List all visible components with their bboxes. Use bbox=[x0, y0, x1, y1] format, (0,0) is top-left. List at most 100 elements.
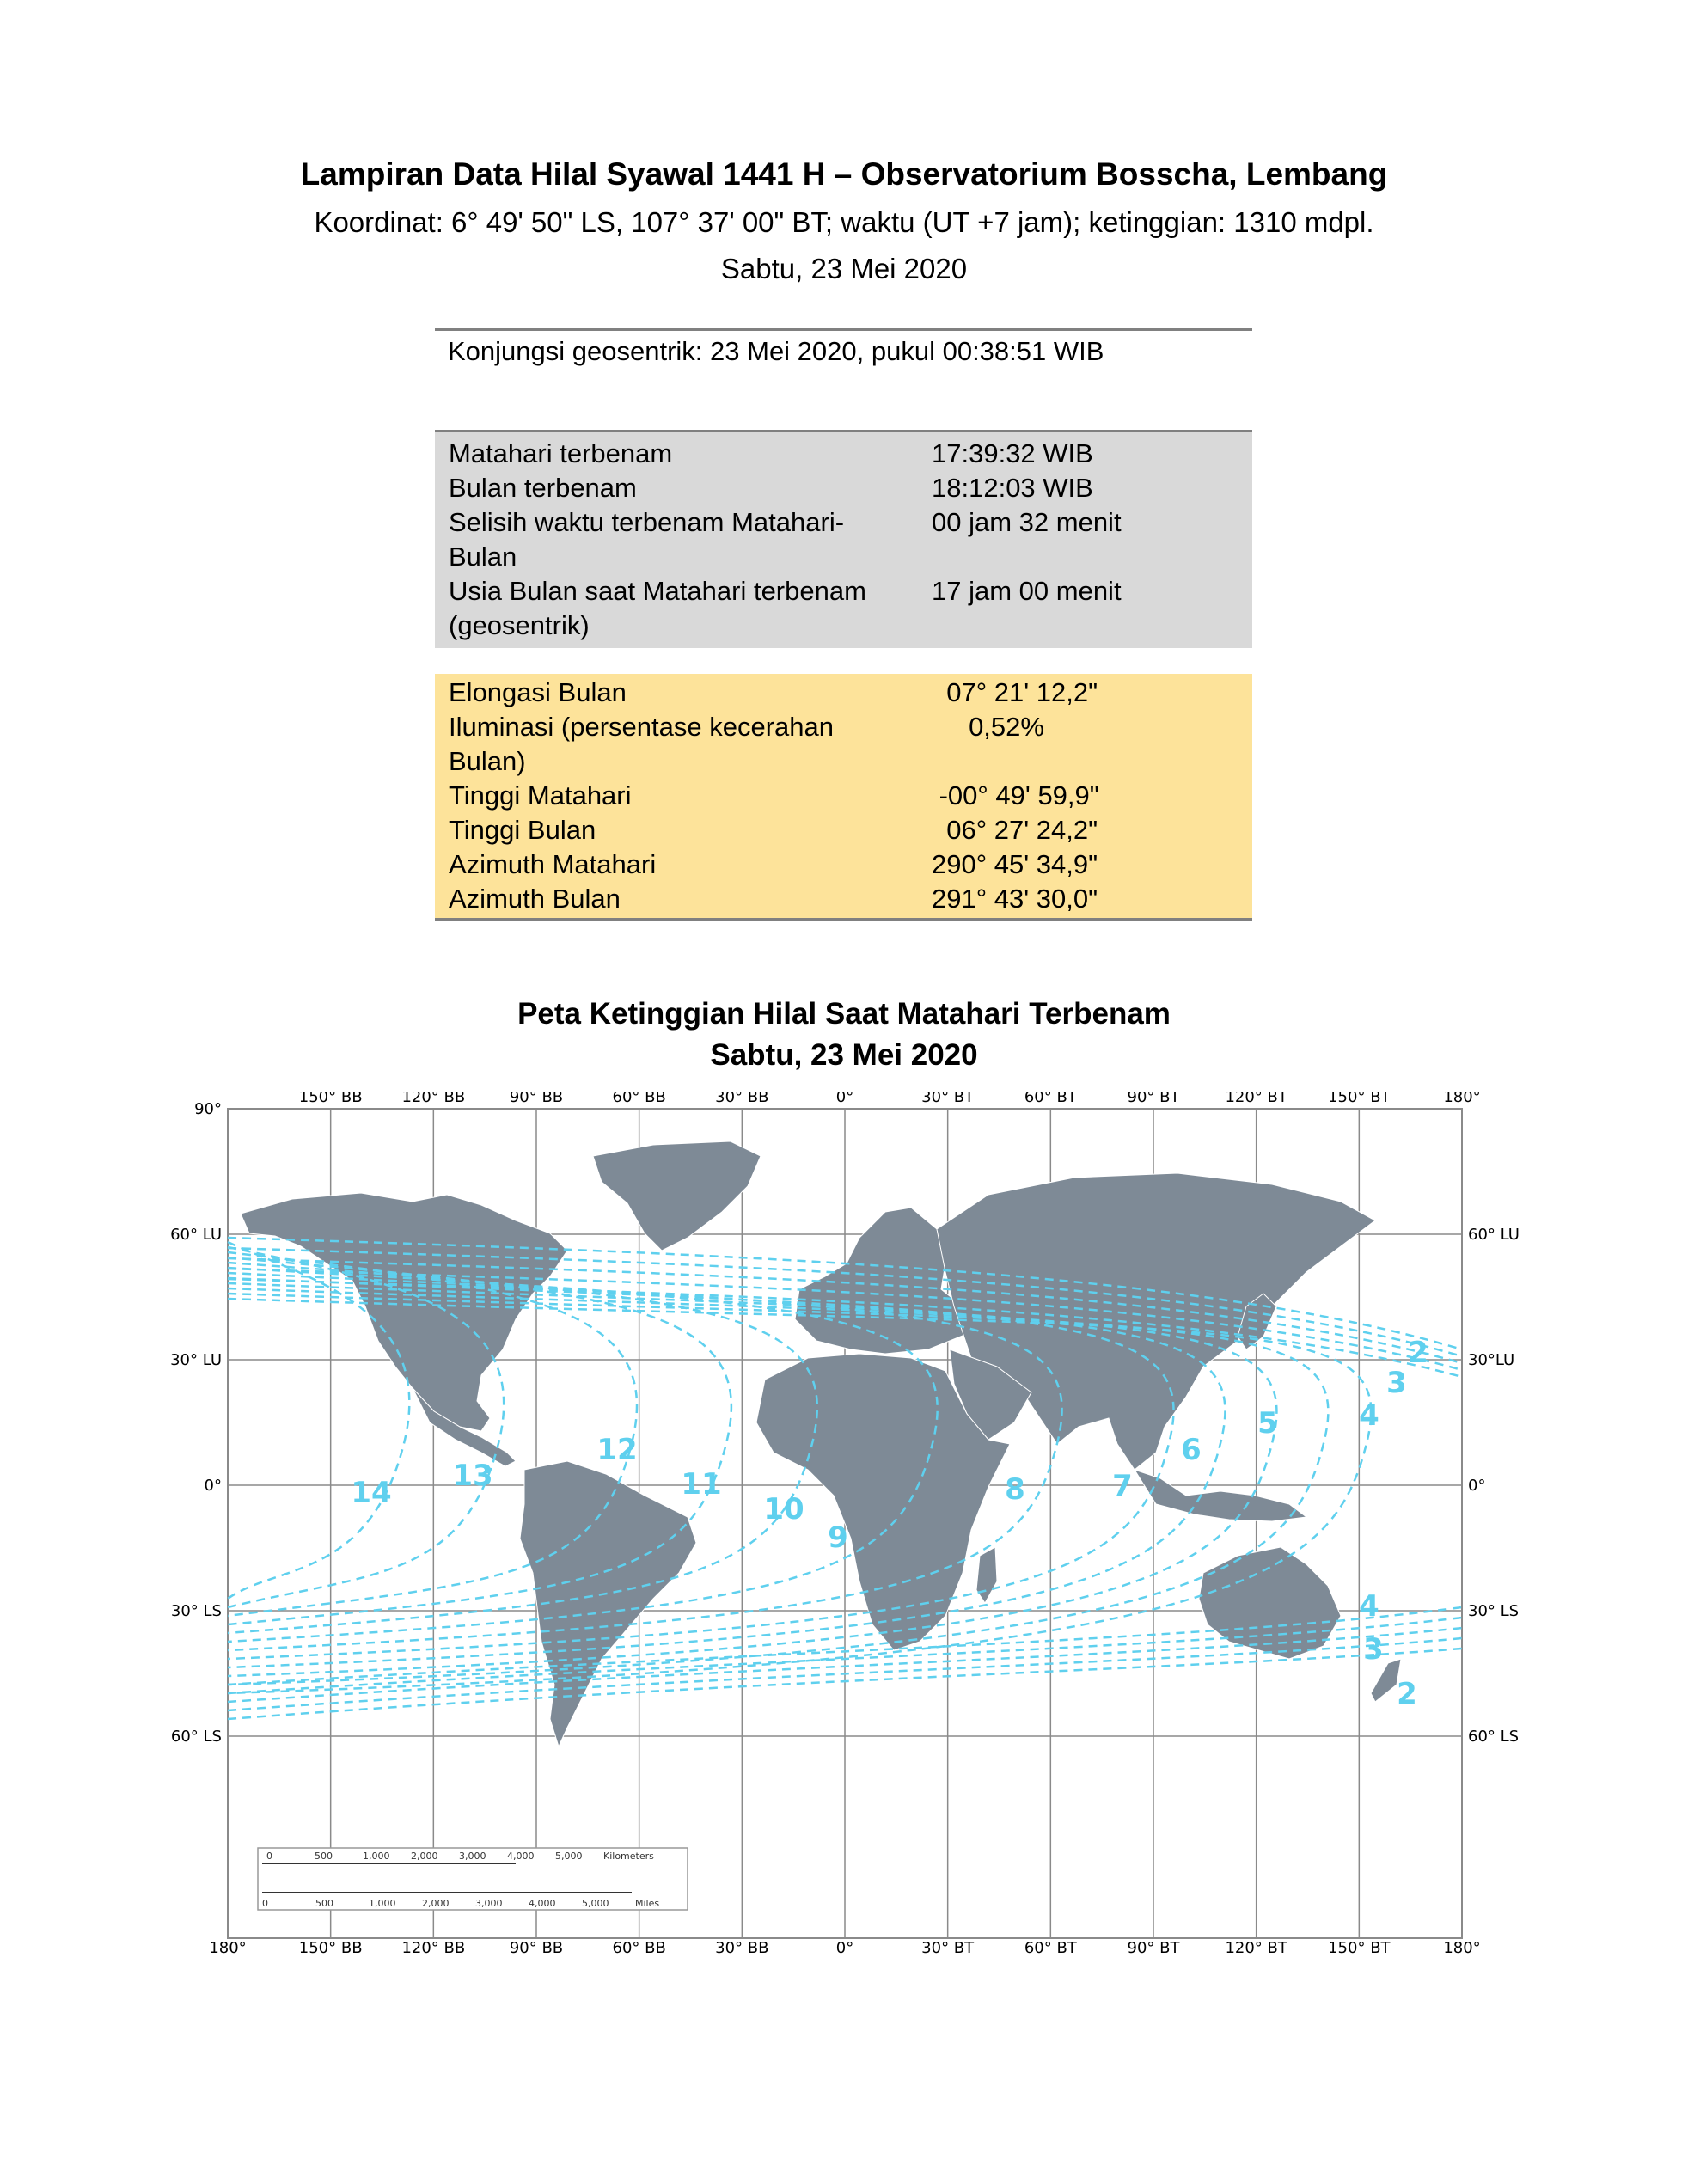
top-axis-label: 60° BB bbox=[613, 1092, 666, 1106]
top-axis-label: 180° bbox=[1443, 1092, 1480, 1106]
altitude-contour bbox=[227, 1282, 1226, 1669]
row-value: -00° 49' 59,9" bbox=[932, 780, 1099, 811]
bottom-axis-label: 150° BB bbox=[299, 1939, 363, 1957]
row-label: Tinggi Bulan bbox=[449, 815, 596, 845]
altitude-contour bbox=[227, 1236, 1463, 1351]
left-axis-label: 30° LS bbox=[171, 1602, 222, 1620]
left-axis-label: 0° bbox=[205, 1477, 222, 1495]
row-label: Bulan terbenam bbox=[449, 473, 637, 503]
contour-label: 6 bbox=[1181, 1433, 1202, 1467]
top-axis-label: 30° BB bbox=[715, 1092, 768, 1106]
altitude-contour bbox=[227, 1276, 1175, 1661]
contour-label: 11 bbox=[681, 1467, 721, 1502]
altitude-contour bbox=[227, 1287, 1278, 1678]
contour-label: 2 bbox=[1408, 1336, 1428, 1370]
scale-km-label: 500 bbox=[315, 1851, 333, 1862]
new-zealand bbox=[1370, 1658, 1402, 1703]
row-value: 290° 45' 34,9" bbox=[932, 849, 1098, 879]
altitude-contour bbox=[227, 1257, 1463, 1365]
bottom-axis-label: 90° BT bbox=[1128, 1939, 1181, 1957]
conjunction-text: Konjungsi geosentrik: 23 Mei 2020, pukul… bbox=[448, 336, 1104, 366]
row-value: 17 jam 00 menit bbox=[932, 576, 1122, 606]
table-row: Iluminasi (persentase kecerahan Bulan) 0… bbox=[435, 710, 1252, 779]
right-axis-label: 0° bbox=[1468, 1477, 1485, 1495]
contour-label: 14 bbox=[351, 1476, 391, 1510]
altitude-contour bbox=[227, 1266, 939, 1643]
madagascar bbox=[975, 1546, 998, 1604]
row-label: Usia Bulan saat Matahari terbenam (geose… bbox=[449, 576, 866, 640]
south-america bbox=[519, 1460, 697, 1748]
map-title: Peta Ketinggian Hilal Saat Matahari Terb… bbox=[517, 997, 1171, 1031]
altitude-contour bbox=[227, 1261, 819, 1635]
row-label: Elongasi Bulan bbox=[449, 677, 627, 707]
altitude-contour bbox=[227, 1240, 411, 1600]
landmasses bbox=[240, 1141, 1402, 1748]
table-row: Azimuth Matahari 290° 45' 34,9" bbox=[435, 847, 1252, 882]
altitude-contours bbox=[227, 1236, 1463, 1721]
australia bbox=[1198, 1546, 1342, 1660]
scale-bar-frame bbox=[257, 1847, 688, 1911]
bottom-axis-label: 90° BB bbox=[510, 1939, 563, 1957]
scale-mi-label: 4,000 bbox=[529, 1898, 556, 1909]
right-axis-label: 30°LU bbox=[1468, 1351, 1514, 1369]
scale-mi-label: 2,000 bbox=[422, 1898, 450, 1909]
top-axis-label: 150° BB bbox=[299, 1092, 363, 1106]
contour-label: 9 bbox=[828, 1520, 848, 1555]
row-value: 18:12:03 WIB bbox=[932, 473, 1093, 503]
bottom-axis-label: 180° bbox=[209, 1939, 246, 1957]
top-axis-label: 90° BT bbox=[1128, 1092, 1181, 1106]
row-label: Azimuth Bulan bbox=[449, 884, 621, 914]
contour-label: 2 bbox=[1397, 1677, 1417, 1711]
table-row: Tinggi Bulan 06° 27' 24,2" bbox=[435, 813, 1252, 847]
top-axis-label: 150° BT bbox=[1328, 1092, 1391, 1106]
bottom-axis-label: 180° bbox=[1443, 1939, 1480, 1957]
left-axis-label: 60° LU bbox=[170, 1226, 222, 1244]
altitude-contour bbox=[227, 1292, 1330, 1686]
table-row: Elongasi Bulan 07° 21' 12,2" bbox=[435, 676, 1252, 710]
right-axis-label: 60° LS bbox=[1468, 1728, 1519, 1746]
row-value: 0,52% bbox=[932, 712, 1044, 742]
altitude-contour bbox=[227, 1246, 1463, 1358]
bottom-axis-label: 120° BT bbox=[1225, 1939, 1287, 1957]
scale-km-label: 4,000 bbox=[507, 1851, 535, 1862]
scale-km-label: 5,000 bbox=[555, 1851, 583, 1862]
row-value: 291° 43' 30,0" bbox=[932, 884, 1098, 914]
altitude-contour bbox=[227, 1297, 1373, 1695]
altitude-contour bbox=[227, 1267, 1463, 1372]
observatory-coordinates: Koordinat: 6° 49' 50" LS, 107° 37' 00" B… bbox=[314, 206, 1374, 238]
contour-label: 8 bbox=[1005, 1472, 1025, 1507]
row-value: 07° 21' 12,2" bbox=[932, 677, 1098, 707]
row-value: 06° 27' 24,2" bbox=[932, 815, 1098, 845]
top-axis-label: 60° BT bbox=[1024, 1092, 1078, 1106]
central-america bbox=[412, 1387, 517, 1467]
bottom-axis-label: 0° bbox=[836, 1939, 853, 1957]
scale-km-label: 3,000 bbox=[459, 1851, 486, 1862]
altitude-contour bbox=[227, 1636, 1463, 1712]
bottom-axis-label: 150° BT bbox=[1328, 1939, 1391, 1957]
table-row: Tinggi Matahari -00° 49' 59,9" bbox=[435, 779, 1252, 813]
top-axis-label: 30° BT bbox=[921, 1092, 975, 1106]
scale-km-label: 0 bbox=[266, 1851, 272, 1862]
scale-bar: 0 500 1,000 2,000 3,000 4,000 5,000 Kilometers 0… bbox=[257, 1847, 688, 1911]
table-row: Matahari terbenam 17:39:32 WIB bbox=[435, 437, 1252, 471]
altitude-contour bbox=[227, 1616, 1463, 1695]
axis-labels: 150° BB 120° BB 90° BB 60° BB 30° BB 0° 30° BT… bbox=[170, 1092, 1520, 1957]
bottom-axis-label: 30° BB bbox=[715, 1939, 768, 1957]
altitude-contour bbox=[227, 1626, 1463, 1704]
left-axis-label: 30° LU bbox=[170, 1351, 222, 1369]
observation-date: Sabtu, 23 Mei 2020 bbox=[720, 253, 968, 284]
top-axis-label: 120° BB bbox=[401, 1092, 465, 1106]
row-label: Iluminasi (persentase kecerahan Bulan) bbox=[449, 712, 835, 776]
table-row: Selisih waktu terbenam Matahari-Bulan 00 … bbox=[435, 505, 1252, 574]
scale-mi-label: Miles bbox=[635, 1898, 659, 1909]
right-axis-label: 30° LS bbox=[1468, 1602, 1519, 1620]
left-axis-label: 90° bbox=[194, 1100, 222, 1118]
scale-mi-label: 1,000 bbox=[369, 1898, 396, 1909]
altitude-contour bbox=[227, 1606, 1463, 1686]
scale-km-label: Kilometers bbox=[603, 1851, 654, 1862]
contour-label: 5 bbox=[1257, 1406, 1278, 1441]
table-row: Usia Bulan saat Matahari terbenam (geose… bbox=[435, 574, 1252, 643]
times-table: Matahari terbenam 17:39:32 WIB Bulan terb… bbox=[435, 430, 1252, 648]
contour-label: 3 bbox=[1386, 1366, 1407, 1400]
